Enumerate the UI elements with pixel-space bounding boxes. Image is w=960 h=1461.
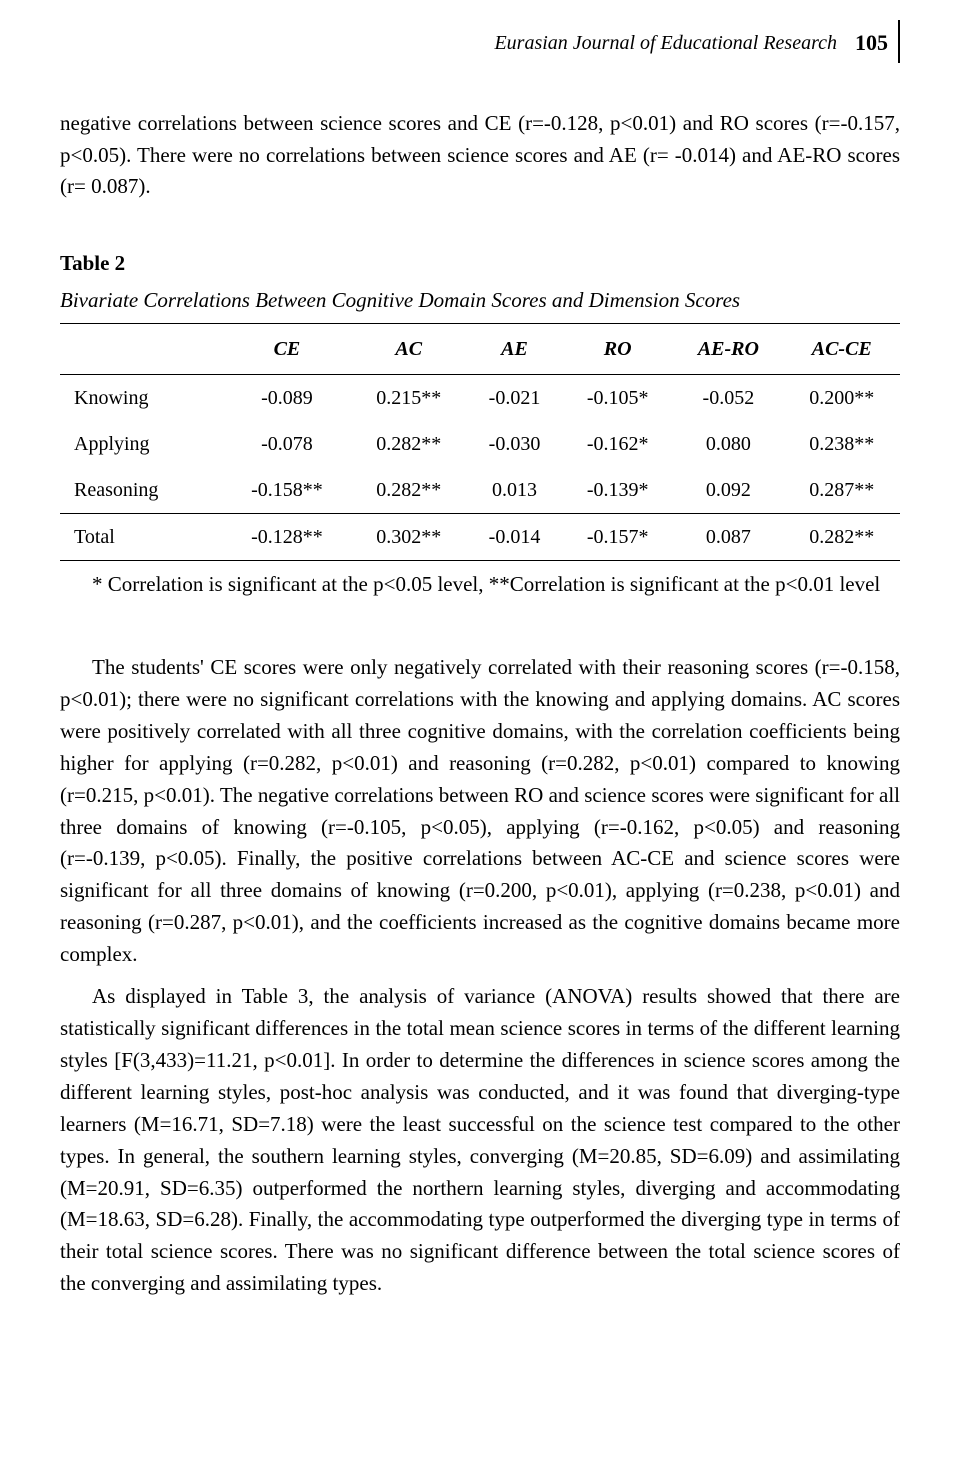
paragraph-3: As displayed in Table 3, the analysis of… bbox=[60, 981, 900, 1300]
cell: -0.030 bbox=[467, 421, 562, 467]
cell: Total bbox=[60, 513, 223, 560]
cell: 0.287** bbox=[784, 467, 900, 514]
table-label: Table 2 bbox=[60, 248, 900, 280]
cell: 0.282** bbox=[784, 513, 900, 560]
cell: Reasoning bbox=[60, 467, 223, 514]
cell: -0.052 bbox=[673, 374, 783, 421]
cell: -0.128** bbox=[223, 513, 350, 560]
table-header-row: CE AC AE RO AE-RO AC-CE bbox=[60, 323, 900, 374]
page-header: Eurasian Journal of Educational Research… bbox=[60, 20, 900, 63]
cell: -0.162* bbox=[562, 421, 673, 467]
cell: 0.282** bbox=[350, 467, 466, 514]
table-row: Reasoning -0.158** 0.282** 0.013 -0.139*… bbox=[60, 467, 900, 514]
journal-title: Eurasian Journal of Educational Research bbox=[494, 28, 855, 58]
col-header: AE-RO bbox=[673, 323, 783, 374]
col-header: CE bbox=[223, 323, 350, 374]
cell: 0.302** bbox=[350, 513, 466, 560]
cell: 0.282** bbox=[350, 421, 466, 467]
cell: -0.089 bbox=[223, 374, 350, 421]
table-caption: Bivariate Correlations Between Cognitive… bbox=[60, 285, 900, 317]
table-row: Applying -0.078 0.282** -0.030 -0.162* 0… bbox=[60, 421, 900, 467]
cell: 0.013 bbox=[467, 467, 562, 514]
cell: 0.087 bbox=[673, 513, 783, 560]
cell: 0.092 bbox=[673, 467, 783, 514]
col-header: AE bbox=[467, 323, 562, 374]
col-header: RO bbox=[562, 323, 673, 374]
cell: -0.078 bbox=[223, 421, 350, 467]
paragraph-2: The students' CE scores were only negati… bbox=[60, 652, 900, 971]
cell: -0.105* bbox=[562, 374, 673, 421]
cell: -0.014 bbox=[467, 513, 562, 560]
cell: Knowing bbox=[60, 374, 223, 421]
cell: 0.200** bbox=[784, 374, 900, 421]
cell: 0.238** bbox=[784, 421, 900, 467]
cell: 0.080 bbox=[673, 421, 783, 467]
cell: -0.139* bbox=[562, 467, 673, 514]
cell: -0.021 bbox=[467, 374, 562, 421]
table-row: Knowing -0.089 0.215** -0.021 -0.105* -0… bbox=[60, 374, 900, 421]
cell: -0.157* bbox=[562, 513, 673, 560]
table-footnote: * Correlation is significant at the p<0.… bbox=[60, 569, 900, 601]
paragraph-intro: negative correlations between science sc… bbox=[60, 108, 900, 203]
cell: Applying bbox=[60, 421, 223, 467]
page-number: 105 bbox=[855, 26, 888, 59]
correlation-table: CE AC AE RO AE-RO AC-CE Knowing -0.089 0… bbox=[60, 323, 900, 561]
cell: 0.215** bbox=[350, 374, 466, 421]
col-header bbox=[60, 323, 223, 374]
cell: -0.158** bbox=[223, 467, 350, 514]
table-row-total: Total -0.128** 0.302** -0.014 -0.157* 0.… bbox=[60, 513, 900, 560]
col-header: AC-CE bbox=[784, 323, 900, 374]
footnote-text: * Correlation is significant at the p<0.… bbox=[92, 572, 880, 596]
col-header: AC bbox=[350, 323, 466, 374]
